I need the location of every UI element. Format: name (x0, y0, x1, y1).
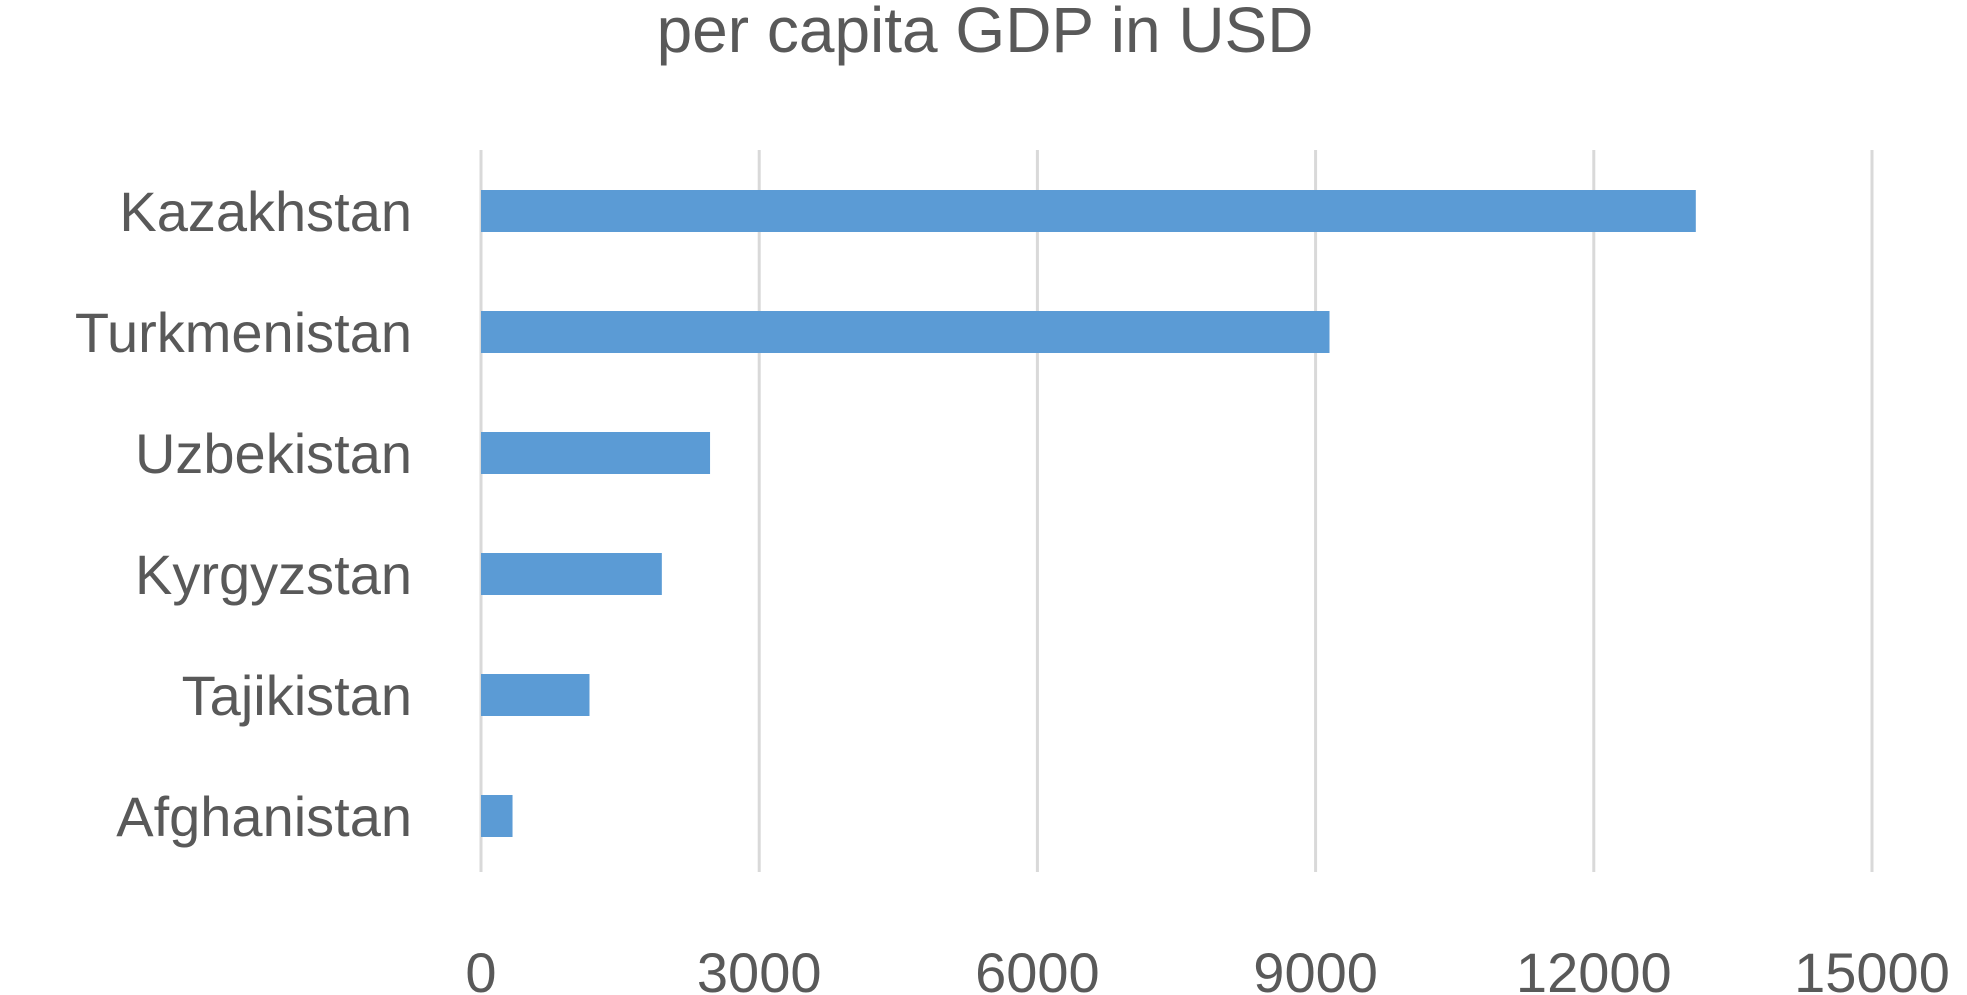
chart-title: per capita GDP in USD (657, 0, 1314, 66)
x-tick-label: 0 (465, 941, 496, 995)
x-tick-label: 9000 (1253, 941, 1378, 995)
x-tick-labels: 0 3000 6000 9000 12000 15000 (465, 941, 1949, 995)
category-label-afghanistan: Afghanistan (116, 785, 412, 848)
category-label-tajikistan: Tajikistan (182, 664, 412, 727)
category-label-kazakhstan: Kazakhstan (119, 180, 412, 243)
bar-kazakhstan (481, 190, 1696, 232)
bar-uzbekistan (481, 432, 711, 474)
bar-kyrgyzstan (481, 553, 662, 595)
bar-turkmenistan (481, 311, 1330, 353)
category-labels: Kazakhstan Turkmenistan Uzbekistan Kyrgyzst… (75, 180, 412, 848)
bar-tajikistan (481, 674, 590, 716)
category-label-turkmenistan: Turkmenistan (75, 301, 412, 364)
category-label-uzbekistan: Uzbekistan (135, 422, 412, 485)
category-label-kyrgyzstan: Kyrgyzstan (135, 543, 412, 606)
x-tick-label: 15000 (1794, 941, 1950, 995)
x-tick-label: 6000 (975, 941, 1100, 995)
bar-afghanistan (481, 795, 513, 837)
x-tick-label: 12000 (1516, 941, 1672, 995)
bars (481, 190, 1696, 837)
gridlines (479, 150, 1874, 872)
x-tick-label: 3000 (697, 941, 822, 995)
